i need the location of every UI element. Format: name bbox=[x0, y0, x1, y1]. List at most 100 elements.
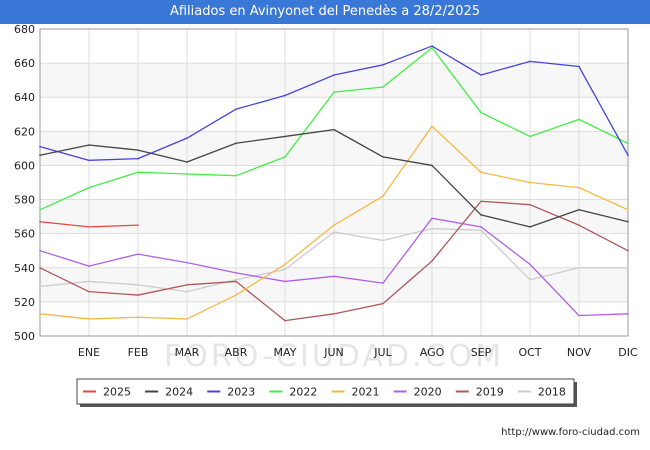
data-point-2019 bbox=[284, 319, 286, 322]
data-point-2018 bbox=[480, 229, 482, 232]
x-tick-label: ENE bbox=[78, 346, 100, 359]
data-point-2018 bbox=[578, 266, 580, 269]
legend bbox=[76, 378, 575, 405]
data-point-2022 bbox=[529, 135, 531, 138]
data-point-2021 bbox=[39, 313, 41, 315]
legend-label-2023: 2023 bbox=[227, 386, 255, 399]
data-point-2024 bbox=[382, 156, 384, 158]
y-tick-label: 600 bbox=[14, 159, 35, 172]
data-point-2023 bbox=[627, 154, 629, 157]
data-point-2022 bbox=[39, 208, 41, 211]
y-tick-label: 580 bbox=[14, 194, 35, 207]
data-point-2020 bbox=[39, 249, 41, 252]
y-tick-label: 640 bbox=[14, 91, 35, 104]
data-point-2018 bbox=[88, 280, 90, 283]
data-point-2021 bbox=[627, 208, 629, 211]
data-point-2023 bbox=[186, 137, 188, 139]
data-point-2024 bbox=[284, 135, 286, 138]
legend-label-2022: 2022 bbox=[289, 386, 317, 399]
data-point-2024 bbox=[480, 214, 482, 216]
data-point-2022 bbox=[88, 186, 90, 189]
data-point-2019 bbox=[137, 294, 139, 296]
data-point-2018 bbox=[39, 285, 41, 288]
data-point-2024 bbox=[627, 220, 629, 223]
legend-label-2021: 2021 bbox=[352, 386, 380, 399]
data-point-2018 bbox=[333, 231, 335, 233]
data-point-2022 bbox=[382, 86, 384, 88]
legend-label-2020: 2020 bbox=[414, 386, 442, 399]
data-point-2023 bbox=[333, 74, 335, 76]
data-point-2020 bbox=[529, 263, 531, 266]
data-point-2018 bbox=[529, 278, 531, 281]
data-point-2018 bbox=[431, 227, 433, 230]
data-point-2021 bbox=[235, 294, 237, 296]
data-point-2020 bbox=[333, 275, 335, 278]
data-point-2023 bbox=[382, 64, 384, 66]
data-point-2019 bbox=[431, 260, 433, 262]
data-point-2020 bbox=[284, 280, 286, 283]
data-point-2020 bbox=[235, 272, 237, 274]
legend-label-2024: 2024 bbox=[165, 386, 193, 399]
data-point-2022 bbox=[480, 111, 482, 114]
y-tick-label: 680 bbox=[14, 23, 35, 36]
x-tick-label: JUL bbox=[373, 346, 392, 359]
data-point-2025 bbox=[88, 226, 90, 228]
data-point-2023 bbox=[88, 159, 90, 162]
data-point-2019 bbox=[88, 290, 90, 293]
data-point-2018 bbox=[137, 284, 139, 286]
data-point-2019 bbox=[333, 313, 335, 315]
data-point-2024 bbox=[39, 154, 41, 157]
x-tick-label: FEB bbox=[128, 346, 149, 359]
data-point-2022 bbox=[137, 171, 139, 174]
data-point-2023 bbox=[431, 45, 433, 47]
data-point-2021 bbox=[431, 125, 433, 128]
y-tick-label: 620 bbox=[14, 125, 35, 138]
data-point-2023 bbox=[284, 94, 286, 97]
source-url[interactable]: http://www.foro-ciudad.com bbox=[501, 427, 640, 438]
x-tick-label: NOV bbox=[567, 346, 592, 359]
data-point-2020 bbox=[431, 217, 433, 220]
data-point-2024 bbox=[235, 142, 237, 145]
data-point-2019 bbox=[529, 203, 531, 206]
y-tick-label: 560 bbox=[14, 228, 35, 241]
plot-frame bbox=[39, 28, 629, 337]
data-point-2024 bbox=[431, 164, 433, 167]
data-point-2022 bbox=[333, 91, 335, 93]
data-point-2019 bbox=[235, 280, 237, 283]
data-point-2022 bbox=[431, 46, 433, 49]
data-point-2020 bbox=[88, 265, 90, 267]
x-tick-label: DIC bbox=[618, 346, 638, 359]
data-point-2021 bbox=[333, 224, 335, 226]
data-point-2023 bbox=[578, 65, 580, 68]
data-point-2019 bbox=[627, 249, 629, 252]
data-point-2018 bbox=[382, 239, 384, 242]
data-point-2019 bbox=[480, 200, 482, 203]
data-point-2021 bbox=[137, 316, 139, 319]
data-point-2023 bbox=[235, 108, 237, 110]
legend-label-2018: 2018 bbox=[538, 386, 566, 399]
data-point-2024 bbox=[578, 208, 580, 211]
data-point-2018 bbox=[284, 268, 286, 271]
x-tick-label: OCT bbox=[518, 346, 541, 359]
data-point-2020 bbox=[578, 314, 580, 317]
data-point-2022 bbox=[578, 118, 580, 121]
x-tick-label: ABR bbox=[225, 346, 248, 359]
data-point-2021 bbox=[529, 181, 531, 184]
data-point-2019 bbox=[186, 284, 188, 286]
data-point-2022 bbox=[627, 142, 629, 145]
y-tick-label: 540 bbox=[14, 262, 35, 275]
data-point-2020 bbox=[382, 282, 384, 284]
data-point-2025 bbox=[39, 220, 41, 223]
data-point-2023 bbox=[529, 60, 531, 63]
data-point-2018 bbox=[235, 278, 237, 281]
data-point-2018 bbox=[186, 290, 188, 293]
y-tick-label: 660 bbox=[14, 57, 35, 70]
data-point-2020 bbox=[137, 253, 139, 255]
data-point-2019 bbox=[578, 224, 580, 226]
data-point-2023 bbox=[39, 145, 41, 148]
x-tick-label: JUN bbox=[323, 346, 344, 359]
x-tick-label: SEP bbox=[471, 346, 492, 359]
data-point-2024 bbox=[186, 161, 188, 163]
data-point-2024 bbox=[529, 226, 531, 228]
data-point-2020 bbox=[627, 313, 629, 315]
